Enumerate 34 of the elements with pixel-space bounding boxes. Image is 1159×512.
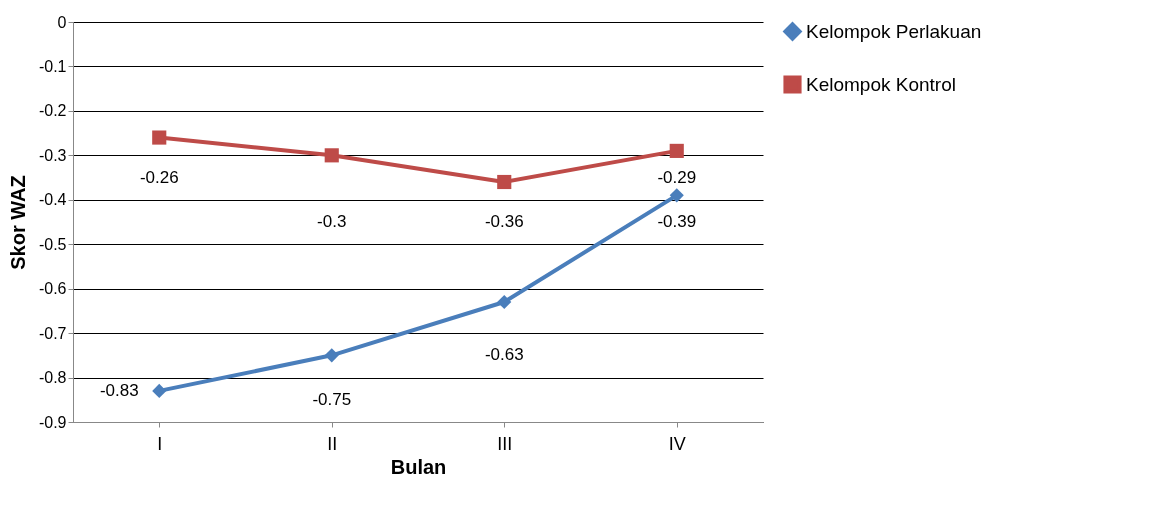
point [497,174,512,190]
point [152,383,167,398]
x-tick-label: IV [668,433,686,454]
point [152,130,167,145]
y-tick-label: -0.3 [38,146,67,164]
data-label: -0.75 [312,389,352,409]
y-tick-label: -0.8 [38,369,67,387]
y-tick-label: 0 [57,13,67,31]
data-label: -0.26 [139,167,179,187]
data-label: -0.36 [484,212,524,231]
legend-label: Kelompok Kontrol [806,73,956,95]
data-label: -0.29 [657,167,697,187]
y-axis-title: Skor WAZ [6,175,29,270]
x-tick-label: III [497,433,513,454]
y-tick-label: -0.6 [38,280,67,298]
data-label: -0.3 [317,212,347,231]
x-tick-label: II [327,433,338,454]
data-label: -0.63 [484,345,524,365]
y-tick-label: -0.2 [38,102,67,120]
y-tick-label: -0.5 [38,235,67,253]
point [497,294,512,310]
point [324,348,339,363]
y-tick-label: -0.9 [38,413,67,431]
point [669,188,684,203]
point [669,143,684,158]
data-label: -0.83 [99,380,139,400]
data-label: -0.39 [657,212,697,231]
point [324,148,339,163]
x-axis-title: Bulan [390,455,447,478]
y-tick-label: -0.4 [38,191,67,209]
y-tick-label: -0.7 [38,324,67,342]
x-tick-label: I [157,433,163,454]
y-tick-label: -0.1 [38,57,67,75]
legend-label: Kelompok Perlakuan [806,20,982,42]
